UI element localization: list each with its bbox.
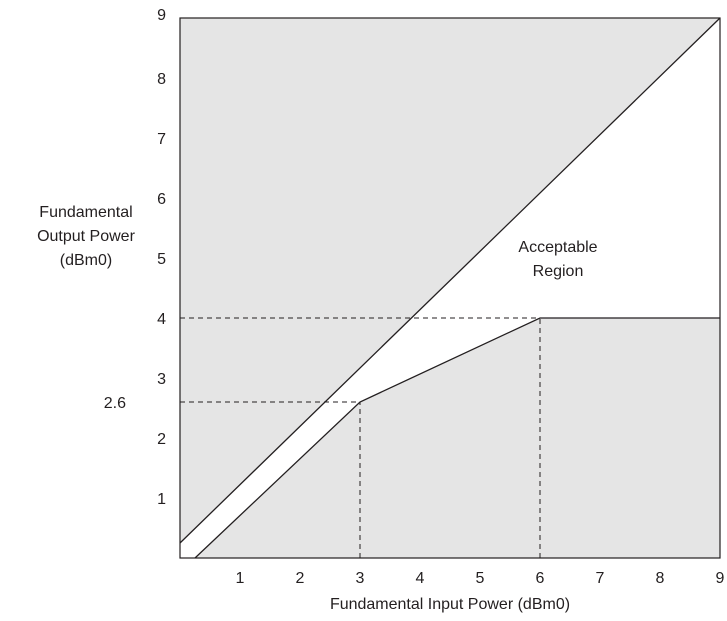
- marked-value-label: 2.6: [104, 395, 126, 412]
- x-tick-label: 2: [296, 570, 305, 587]
- x-tick-label: 6: [536, 570, 545, 587]
- x-tick-label: 7: [596, 570, 605, 587]
- plot-frame-layer: [179, 17, 721, 559]
- y-tick-label: 2: [157, 431, 166, 448]
- y-tick-label: 3: [157, 371, 166, 388]
- x-tick-label: 8: [656, 570, 665, 587]
- y-tick-label: 4: [157, 311, 166, 328]
- tick-labels-layer: 1 2 3 4 5 6 7 8 9 1 2 3 4 5 6 7 8 9 2.6: [104, 7, 725, 587]
- x-tick-label: 3: [356, 570, 365, 587]
- y-tick-label: 9: [157, 7, 166, 24]
- y-axis-label-line: Output Power: [37, 228, 136, 245]
- y-tick-label: 8: [157, 71, 166, 88]
- reference-lines-layer: [180, 317, 541, 558]
- plot-frame: [179, 17, 721, 559]
- axis-labels-layer: Fundamental Input Power (dBm0) Fundamenta…: [37, 204, 570, 613]
- y-axis-label-line: Fundamental: [39, 204, 132, 221]
- y-tick-label: 1: [157, 491, 166, 508]
- y-tick-label: 5: [157, 251, 166, 268]
- y-axis-label-line: (dBm0): [60, 252, 112, 269]
- annotations-layer: Acceptable Region: [518, 239, 597, 280]
- x-tick-label: 4: [416, 570, 425, 587]
- y-tick-label: 7: [157, 131, 166, 148]
- x-axis-label: Fundamental Input Power (dBm0): [330, 596, 570, 613]
- x-tick-label: 9: [716, 570, 725, 587]
- x-tick-label: 1: [236, 570, 245, 587]
- y-tick-label: 6: [157, 191, 166, 208]
- x-tick-label: 5: [476, 570, 485, 587]
- annotation-acceptable-region: Region: [533, 263, 584, 280]
- series-line-0: [179, 17, 721, 544]
- series-line-1: [194, 317, 720, 559]
- series-layer: [179, 17, 721, 559]
- annotation-acceptable-region: Acceptable: [518, 239, 597, 256]
- regions-layer: [180, 18, 720, 558]
- acceptable-region-fill: [180, 18, 720, 558]
